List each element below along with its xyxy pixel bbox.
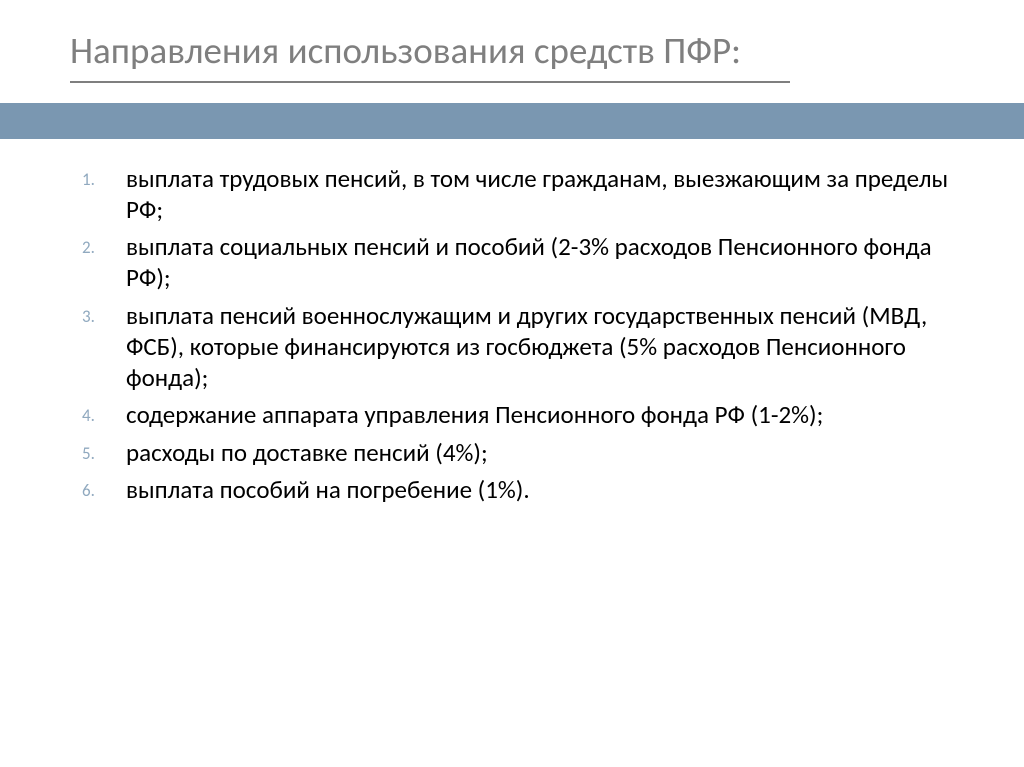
list-item: содержание аппарата управления Пенсионно…: [120, 399, 954, 430]
content-area: выплата трудовых пенсий, в том числе гра…: [0, 163, 1024, 506]
list-item-text: выплата пособий на погребение (1%).: [126, 474, 530, 505]
list-item: выплата социальных пенсий и пособий (2-3…: [120, 231, 954, 294]
list-item: выплата пенсий военнослужащим и других г…: [120, 300, 954, 394]
list-item: расходы по доставке пенсий (4%);: [120, 437, 954, 468]
list-item-text: расходы по доставке пенсий (4%);: [126, 437, 488, 468]
title-underline: [70, 81, 790, 83]
slide: Направления использования средств ПФР: в…: [0, 0, 1024, 767]
list-item: выплата пособий на погребение (1%).: [120, 474, 954, 505]
accent-bar: [0, 103, 1024, 139]
list-item-text: содержание аппарата управления Пенсионно…: [126, 399, 823, 430]
list-item-text: выплата трудовых пенсий, в том числе гра…: [126, 163, 948, 225]
title-area: Направления использования средств ПФР:: [0, 0, 1024, 93]
list-item: выплата трудовых пенсий, в том числе гра…: [120, 163, 954, 226]
numbered-list: выплата трудовых пенсий, в том числе гра…: [70, 163, 954, 506]
list-item-text: выплата социальных пенсий и пособий (2-3…: [126, 231, 932, 293]
list-item-text: выплата пенсий военнослужащим и других г…: [126, 300, 927, 394]
slide-title: Направления использования средств ПФР:: [70, 30, 954, 73]
